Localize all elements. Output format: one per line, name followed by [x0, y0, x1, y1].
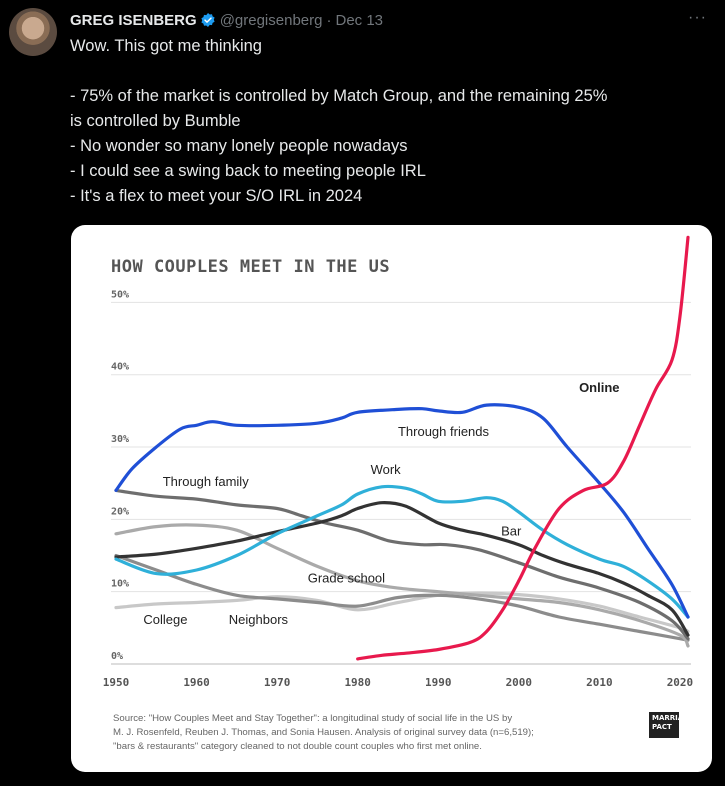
x-tick-label: 2010 — [586, 676, 613, 689]
tweet-line: - No wonder so many lonely people nowada… — [70, 137, 408, 155]
series-label-bar: Bar — [501, 523, 522, 538]
y-tick-label: 30% — [111, 434, 129, 445]
author-name[interactable]: GREG ISENBERG — [70, 11, 197, 29]
tweet-line — [70, 59, 710, 84]
series-line-neighbors — [114, 553, 690, 642]
source-line: Source: "How Couples Meet and Stay Toget… — [113, 713, 513, 724]
series-label-through-friends: Through friends — [398, 424, 490, 439]
tweet-header: GREG ISENBERG @gregisenberg · Dec 13 — [70, 10, 383, 30]
y-tick-label: 0% — [111, 651, 123, 662]
x-tick-label: 2020 — [667, 676, 694, 689]
chart-title: HOW COUPLES MEET IN THE US — [111, 257, 391, 277]
y-tick-label: 40% — [111, 362, 129, 373]
series-line-college — [114, 591, 690, 634]
chart-image-card[interactable]: HOW COUPLES MEET IN THE US 0% 10% 20% 30% 40… — [71, 225, 712, 772]
x-tick-label: 1990 — [425, 676, 452, 689]
separator-dot: · — [326, 11, 332, 29]
source-line: M. J. Rosenfeld, Reuben J. Thomas, and S… — [113, 727, 534, 738]
y-tick-label: 10% — [111, 579, 129, 590]
post-date[interactable]: Dec 13 — [335, 11, 384, 29]
author-handle[interactable]: @gregisenberg — [219, 11, 323, 29]
line-chart: 0% 10% 20% 30% 40% 50% 1950 1960 1970 1980 1990 200… — [103, 235, 694, 689]
x-tick-label: 1980 — [344, 676, 371, 689]
series-label-work: Work — [371, 462, 402, 477]
x-tick-label: 1950 — [103, 676, 130, 689]
verified-badge-icon — [201, 13, 215, 27]
series-line-grade-school — [114, 523, 690, 648]
series-label-through-family: Through family — [163, 474, 249, 489]
y-tick-label: 20% — [111, 506, 129, 517]
tweet-line: - 75% of the market is controlled by Mat… — [70, 87, 608, 105]
more-options-icon[interactable]: ··· — [688, 9, 707, 26]
series-line-online — [356, 235, 690, 661]
series-line-work — [114, 484, 690, 619]
x-tick-label: 1960 — [183, 676, 210, 689]
series-line-through-family — [114, 488, 690, 641]
tweet-text: Wow. This got me thinking - 75% of the m… — [70, 34, 710, 209]
avatar[interactable] — [9, 8, 57, 56]
series-label-online: Online — [579, 380, 619, 395]
tweet-line: is controlled by Bumble — [70, 112, 241, 130]
series-label-neighbors: Neighbors — [229, 612, 289, 627]
tweet-line: Wow. This got me thinking — [70, 37, 262, 55]
y-tick-label: 50% — [111, 289, 129, 300]
tweet-line: - It's a flex to meet your S/O IRL in 20… — [70, 187, 363, 205]
series-line-bar — [114, 501, 690, 637]
series-label-grade-school: Grade school — [308, 570, 385, 585]
marriage-pact-logo: MARRIAGE PACT — [649, 712, 694, 738]
tweet-line: - I could see a swing back to meeting pe… — [70, 162, 426, 180]
x-tick-label: 1970 — [264, 676, 291, 689]
x-tick-label: 2000 — [506, 676, 533, 689]
series-label-college: College — [143, 612, 187, 627]
source-note: Source: "How Couples Meet and Stay Toget… — [113, 712, 613, 754]
source-line: "bars & restaurants" category cleaned to… — [113, 741, 482, 752]
